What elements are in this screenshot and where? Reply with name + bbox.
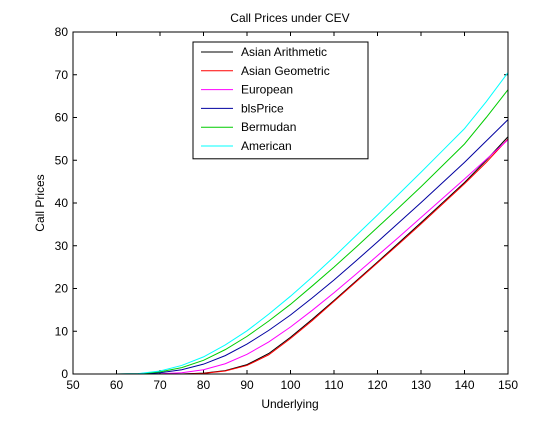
y-tick-label: 70 — [55, 68, 69, 82]
x-tick-label: 150 — [498, 378, 518, 392]
legend-label-bermudan: Bermudan — [241, 120, 296, 134]
chart-title: Call Prices under CEV — [230, 11, 349, 25]
y-tick-label: 30 — [55, 239, 69, 253]
x-tick-label: 50 — [66, 378, 80, 392]
x-axis-label: Underlying — [261, 397, 318, 411]
legend: Asian Arithmetic Asian Geometric European b… — [192, 41, 369, 160]
x-tick-label: 100 — [280, 378, 300, 392]
series-line-american — [73, 72, 509, 375]
y-tick-label: 80 — [55, 25, 69, 39]
x-tick-label: 90 — [240, 378, 254, 392]
legend-label-blsprice: blsPrice — [241, 101, 284, 115]
axis-ticks: 50 60 70 80 90 100 110 120 130 140 150 0 10 20 30 40 50 6… — [55, 25, 519, 392]
axes-box — [72, 31, 509, 375]
x-tick-label: 130 — [411, 378, 431, 392]
y-tick-label: 0 — [61, 367, 68, 381]
y-axis-label: Call Prices — [33, 174, 47, 231]
legend-label-american: American — [241, 139, 292, 153]
y-tick-label: 10 — [55, 324, 69, 338]
y-tick-label: 60 — [55, 111, 69, 125]
legend-label-asian-geometric: Asian Geometric — [241, 64, 330, 78]
legend-label-european: European — [241, 83, 293, 97]
y-tick-label: 20 — [55, 282, 69, 296]
y-tick-label: 50 — [55, 153, 69, 167]
x-tick-label: 110 — [324, 378, 343, 392]
legend-label-asian-arithmetic: Asian Arithmetic — [241, 45, 327, 59]
x-tick-label: 140 — [454, 378, 474, 392]
x-tick-label: 70 — [153, 378, 167, 392]
x-tick-label: 80 — [197, 378, 211, 392]
x-tick-label: 60 — [110, 378, 124, 392]
x-tick-label: 120 — [367, 378, 387, 392]
legend-box — [192, 41, 369, 160]
y-tick-label: 40 — [55, 196, 69, 210]
